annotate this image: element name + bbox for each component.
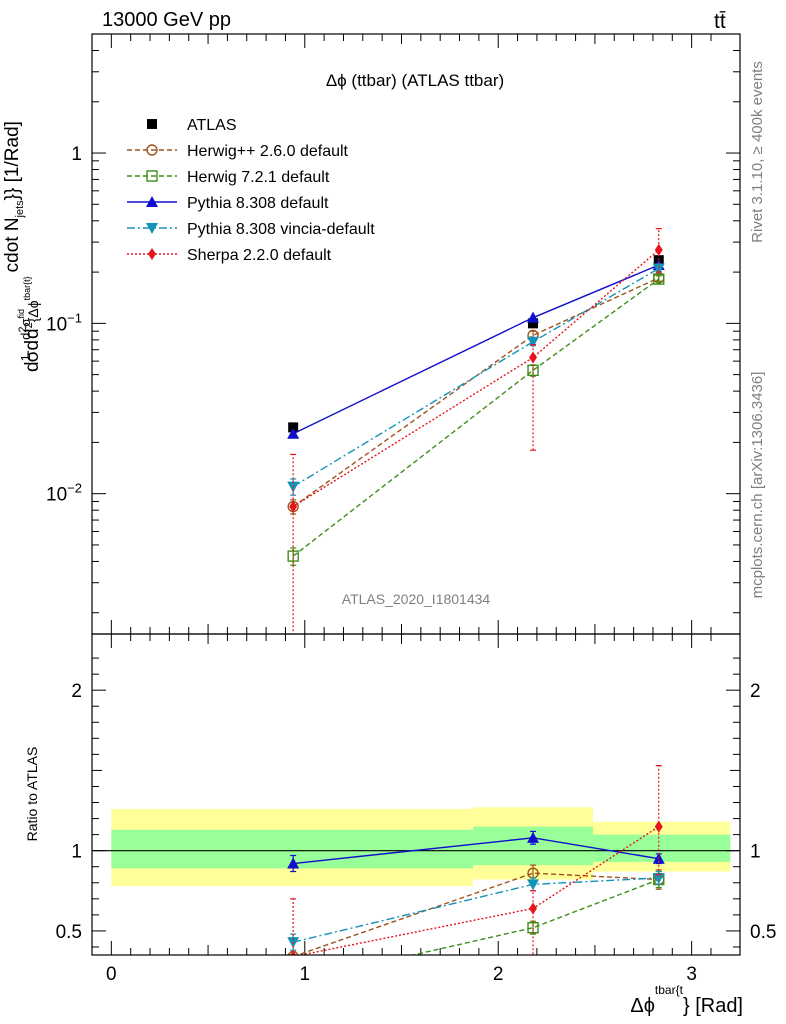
ratio-x-tick-label: 3 (686, 964, 697, 985)
data-point-sherpa (654, 243, 663, 256)
ratio-y-tick-label-right: 0.5 (750, 922, 776, 943)
data-point-vincia (527, 336, 540, 348)
legend-marker-herwigpp (146, 144, 158, 156)
ratio-point-pythia (287, 857, 300, 869)
series-vincia (287, 263, 665, 496)
ratio-line-vincia (293, 877, 659, 943)
legend: ATLAS Herwig++ 2.6.0 default Herwig 7.2.1 … (127, 117, 375, 264)
data-point-sherpa (289, 500, 298, 513)
ratio-line-herwig7 (409, 878, 660, 955)
analysis-watermark: ATLAS_2020_I1801434 (342, 591, 491, 607)
legend-label-atlas: ATLAS (187, 117, 237, 134)
series-line-pythia (292, 264, 660, 435)
main-axes: 10−2 10−1 1 (46, 33, 740, 634)
series-line-herwigpp (292, 277, 660, 508)
ratio-y-tick-label: 2 (71, 681, 82, 702)
ratio-y-tick-label: 0.5 (56, 922, 82, 943)
ratio-xlabel: Δϕtbar{t} [Rad] (630, 983, 743, 1017)
legend-label-herwigpp: Herwig++ 2.6.0 default (187, 143, 349, 160)
series-herwigpp (287, 272, 665, 515)
main-y-tick-label: 1 (71, 144, 82, 165)
legend-label-sherpa: Sherpa 2.2.0 default (187, 247, 332, 264)
data-point-pythia (287, 427, 300, 439)
ratio-point-sherpa (654, 820, 663, 833)
ratio-panel: 0.5 0.5 1 1 2 2 0 1 2 3 (56, 633, 776, 987)
data-point-pythia (527, 311, 540, 323)
series-atlas (288, 255, 664, 433)
legend-marker-sherpa (148, 248, 156, 260)
main-panel: 10−2 10−1 1 (46, 33, 741, 635)
legend-marker-pythia (146, 196, 158, 207)
ratio-ylabel: Ratio to ATLAS (24, 747, 40, 842)
series-sherpa (289, 228, 663, 634)
legend-label-herwig7: Herwig 7.2.1 default (187, 169, 330, 186)
ratio-bands (111, 807, 731, 886)
legend-marker-herwig7 (146, 170, 158, 182)
legend-item-vincia: Pythia 8.308 vincia-default (127, 221, 375, 238)
series-herwig7 (287, 273, 665, 566)
ratio-x-tick-label: 2 (493, 964, 504, 985)
legend-marker-atlas (147, 119, 157, 129)
process-label: tt̄ (714, 10, 726, 33)
ratio-line-herwigpp (295, 872, 659, 955)
data-point-atlas (288, 422, 299, 433)
uncertainty-band-green (592, 834, 731, 862)
ratio-y-tick-label: 1 (71, 842, 82, 863)
main-ylabel: d1σdd2σfidd2{Δϕtbar{t}cdot Njets}} [1/Ra… (2, 121, 43, 372)
main-y-tick-label: 10−1 (46, 310, 82, 335)
legend-label-pythia: Pythia 8.308 default (187, 195, 329, 212)
ratio-point-vincia (527, 879, 540, 891)
ratio-series-sherpa (290, 765, 663, 955)
rivet-label: Rivet 3.1.10, ≥ 400k events (749, 61, 766, 243)
ratio-series-vincia (287, 870, 665, 951)
ratio-point-pythia (527, 831, 540, 843)
legend-item-herwig7: Herwig 7.2.1 default (127, 169, 330, 186)
ratio-y-tick-label-right: 1 (750, 842, 761, 863)
ratio-axes: 0.5 0.5 1 1 2 2 0 1 2 3 (56, 634, 776, 985)
main-series (287, 228, 665, 634)
series-pythia (287, 259, 665, 439)
ratio-point-sherpa (290, 950, 297, 955)
ratio-frame (91, 633, 741, 956)
data-point-atlas (528, 318, 539, 329)
legend-item-pythia: Pythia 8.308 default (127, 195, 329, 212)
series-line-vincia (292, 267, 660, 488)
ratio-x-tick-label: 1 (299, 964, 310, 985)
series-line-sherpa (292, 249, 660, 508)
plot-title: Δϕ (ttbar) (ATLAS ttbar) (326, 71, 504, 90)
mcplots-label: mcplots.cern.ch [arXiv:1306.3436] (749, 372, 766, 599)
data-point-sherpa (529, 351, 538, 364)
ratio-point-herwig7 (288, 977, 298, 987)
ratio-y-tick-label-right: 2 (750, 681, 761, 702)
data-point-vincia (652, 263, 665, 275)
energy-label: 13000 GeV pp (102, 9, 231, 31)
legend-marker-vincia (146, 223, 158, 234)
series-line-herwig7 (292, 278, 660, 557)
ratio-point-vincia (652, 872, 665, 884)
ratio-series (287, 765, 665, 987)
main-y-tick-label: 10−2 (46, 481, 82, 506)
legend-item-herwigpp: Herwig++ 2.6.0 default (127, 143, 349, 160)
ratio-x-tick-label: 0 (106, 964, 117, 985)
legend-item-sherpa: Sherpa 2.2.0 default (127, 247, 332, 264)
legend-label-vincia: Pythia 8.308 vincia-default (187, 221, 375, 238)
legend-item-atlas: ATLAS (147, 117, 237, 134)
ratio-point-sherpa (529, 902, 538, 915)
